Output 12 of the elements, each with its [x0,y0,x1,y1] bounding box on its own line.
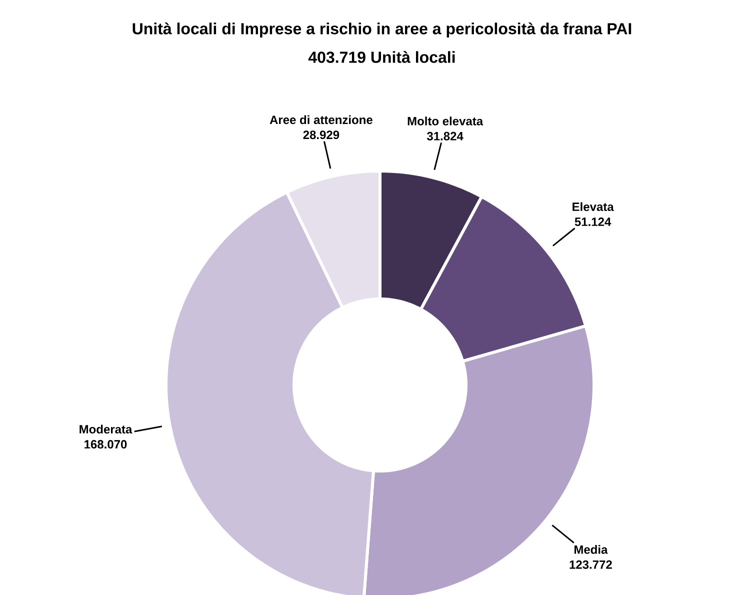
slice-label: Media [574,545,608,554]
data-label: 51.124 [574,218,612,226]
data-label: 168.070 [84,440,127,449]
slice-label: Moderata [80,424,132,434]
data-label: 123.772 [570,560,612,569]
chart-subtitle: 403.719 Unità locali [308,51,455,63]
data-label: 28.929 [303,130,340,140]
slice-label: Elevata [572,202,614,212]
chart-title: Unità locali di Imprese a rischio in aree a pericolosità da frana PAI [132,22,632,38]
slice-label: Aree di attenzione [270,115,372,124]
data-label: 31.824 [426,132,464,140]
slice-label: Molto elevata [408,116,484,126]
